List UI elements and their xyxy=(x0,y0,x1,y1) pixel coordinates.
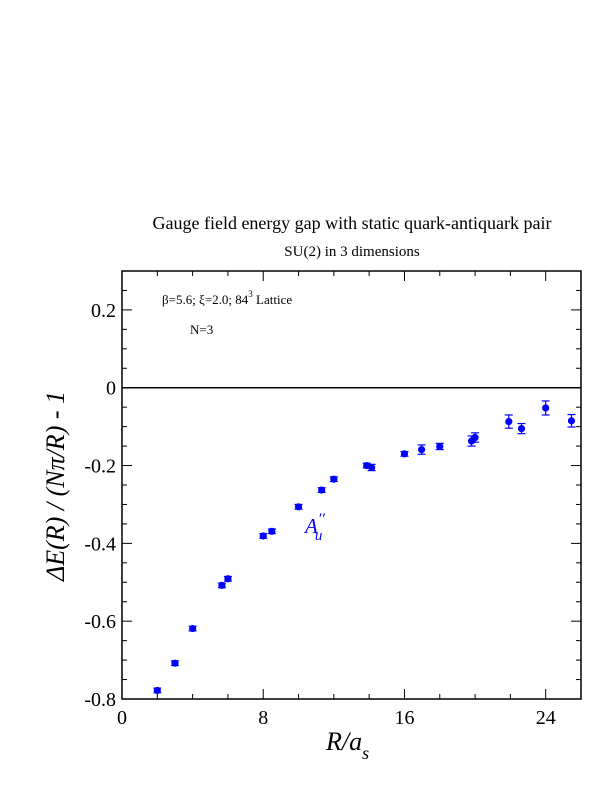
y-tick-label: 0 xyxy=(106,378,116,400)
params-text-end: Lattice xyxy=(253,292,293,307)
data-point xyxy=(505,417,513,426)
data-point xyxy=(542,404,550,412)
x-tick-label: 0 xyxy=(117,707,127,729)
y-axis-label: ΔE(R) / (Nπ/R) - 1 xyxy=(41,391,70,582)
x-axis-label-sub: s xyxy=(362,743,369,763)
data-point xyxy=(368,463,376,472)
x-tick-label: 8 xyxy=(258,707,268,729)
data-point xyxy=(294,503,303,511)
data-point xyxy=(153,686,161,695)
data-point xyxy=(517,424,526,433)
chart-subtitle: SU(2) in 3 dimensions xyxy=(284,244,420,260)
data-point xyxy=(417,445,426,454)
data-point xyxy=(318,486,326,494)
data-point xyxy=(436,442,444,451)
data-point xyxy=(268,527,276,535)
n-annotation: N=3 xyxy=(190,322,213,337)
series-label-main: A xyxy=(303,514,318,538)
y-tick-label: -0.4 xyxy=(84,533,116,555)
data-point xyxy=(567,417,576,425)
y-tick-label: -0.6 xyxy=(84,611,116,633)
chart-title: Gauge field energy gap with static quark… xyxy=(152,213,551,233)
params-superscript: 3 xyxy=(248,289,253,299)
y-tick-label: -0.2 xyxy=(84,456,116,478)
series-label: A′′ u xyxy=(303,511,325,544)
x-tick-label: 16 xyxy=(394,707,414,729)
params-text: β=5.6; ξ=2.0; 84 xyxy=(162,292,249,307)
data-point xyxy=(400,450,409,458)
data-point xyxy=(171,659,179,667)
y-tick-label: -0.8 xyxy=(84,689,116,711)
data-point xyxy=(224,575,232,583)
data-point xyxy=(259,532,267,540)
x-axis-label-main: R/a xyxy=(325,727,362,756)
x-axis-label: R/as xyxy=(325,727,369,763)
y-tick-label: 0.2 xyxy=(91,300,116,322)
series-label-sub: u xyxy=(315,528,323,544)
series-label-primes: ′′ xyxy=(318,511,326,528)
data-point xyxy=(330,475,338,483)
data-point xyxy=(471,433,479,442)
x-tick-label: 24 xyxy=(536,707,556,729)
data-point xyxy=(189,624,197,633)
data-point xyxy=(218,581,226,589)
params-annotation: β=5.6; ξ=2.0; 843 Lattice xyxy=(162,289,292,307)
